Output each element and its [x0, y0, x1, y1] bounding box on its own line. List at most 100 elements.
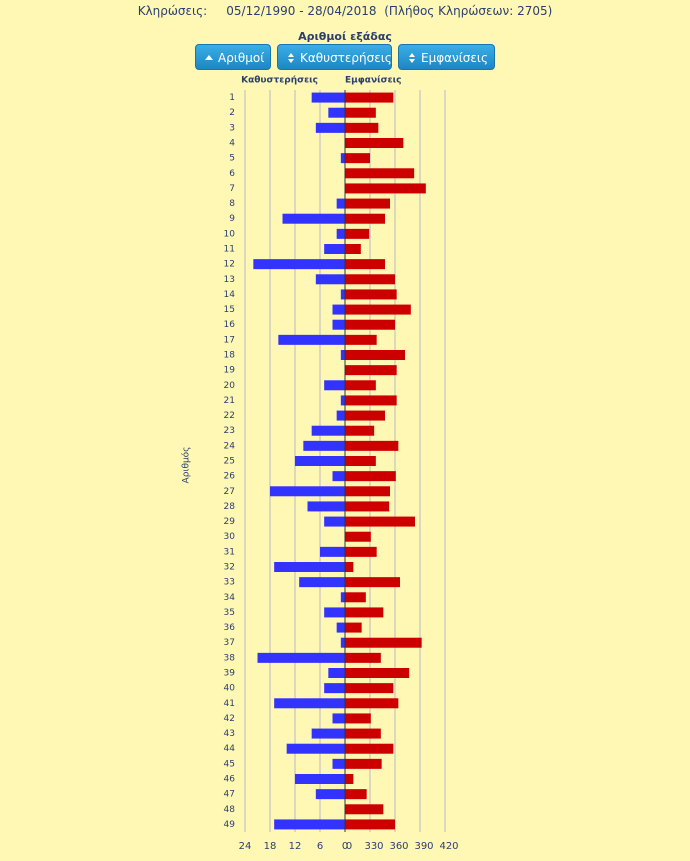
bar: [332, 713, 345, 724]
bar: [345, 774, 354, 784]
bar: [340, 395, 345, 406]
y-tick-label: 16: [224, 320, 236, 330]
bar: [336, 410, 345, 421]
bar: [315, 274, 345, 285]
button-label: Καθυστερήσεις: [300, 51, 392, 65]
bar: [324, 683, 345, 694]
y-tick-label: 32: [224, 563, 235, 573]
bar: [311, 728, 345, 739]
bar: [345, 92, 394, 103]
bar: [340, 153, 345, 164]
bar: [315, 789, 345, 800]
y-tick-label: 25: [224, 457, 235, 467]
bar: [345, 259, 385, 270]
bar: [345, 652, 381, 663]
bar: [303, 440, 345, 451]
bar: [274, 562, 345, 572]
bar: [345, 743, 394, 754]
bar: [345, 334, 377, 345]
bar: [299, 577, 345, 588]
bar: [345, 607, 384, 618]
y-tick-label: 44: [224, 744, 236, 754]
y-tick-label: 34: [224, 593, 236, 603]
bar: [345, 577, 400, 588]
bar: [320, 546, 345, 557]
x-tick-label: 390: [414, 841, 433, 852]
bar: [336, 622, 345, 633]
sort-button[interactable]: Καθυστερήσεις: [277, 44, 392, 70]
y-tick-label: 26: [224, 472, 236, 482]
draw-label: Κληρώσεις:: [137, 4, 208, 18]
bar: [345, 804, 384, 815]
y-tick-label: 36: [224, 623, 236, 633]
y-tick-label: 11: [224, 245, 235, 255]
y-tick-label: 15: [224, 305, 235, 315]
y-tick-label: 1: [229, 93, 235, 103]
y-tick-label: 9: [229, 214, 235, 224]
bar: [345, 138, 404, 148]
bar: [324, 380, 345, 391]
bar: [340, 289, 345, 300]
bar: [311, 425, 345, 436]
chart-title: Αριθμοί εξάδας: [298, 30, 392, 43]
y-tick-label: 10: [224, 229, 236, 239]
y-tick-label: 18: [224, 351, 236, 361]
icon: [288, 53, 294, 63]
draw-info: Κληρώσεις: 05/12/1990 - 28/04/2018 (Πλήθ…: [0, 4, 690, 18]
bar: [345, 168, 415, 179]
y-tick-label: 31: [224, 547, 235, 557]
y-tick-label: 7: [229, 184, 235, 194]
x-tick-label: 0: [346, 841, 352, 852]
bar: [270, 486, 345, 497]
x-tick-label: 18: [264, 841, 277, 852]
y-tick-label: 20: [224, 381, 236, 391]
bar: [345, 758, 382, 769]
bar: [345, 319, 395, 330]
bar: [345, 819, 395, 830]
bar: [345, 365, 397, 376]
bar: [332, 471, 345, 482]
bar: [345, 274, 395, 285]
column-header: Εμφανίσεις: [345, 75, 402, 86]
y-tick-label: 21: [224, 396, 235, 406]
y-tick-label: 14: [224, 290, 236, 300]
y-tick-label: 3: [229, 123, 235, 133]
x-tick-label: 330: [364, 841, 383, 852]
bar: [286, 743, 345, 754]
column-header: Καθυστερήσεις: [241, 76, 318, 86]
bar: [324, 607, 345, 618]
bar: [345, 440, 399, 451]
draw-count: (Πλήθος Κληρώσεων: 2705): [384, 4, 553, 18]
y-tick-label: 41: [224, 699, 235, 709]
bar: [324, 244, 345, 254]
bar: [345, 789, 367, 800]
bar: [345, 622, 362, 633]
bar: [345, 198, 390, 209]
y-tick-label: 12: [224, 260, 235, 270]
bar: [274, 819, 345, 830]
bar: [307, 501, 345, 512]
x-tick-label: 12: [289, 841, 302, 852]
bar: [328, 668, 345, 678]
button-label: Αριθμοί: [218, 51, 265, 65]
bar: [345, 244, 361, 254]
bar: [345, 668, 410, 678]
bar: [345, 592, 366, 603]
sort-button[interactable]: Εμφανίσεις: [398, 44, 495, 70]
x-tick-label: 360: [389, 841, 408, 852]
y-tick-label: 13: [224, 275, 235, 285]
y-tick-label: 29: [224, 517, 236, 527]
icon: [409, 53, 415, 63]
y-tick-label: 38: [224, 653, 236, 663]
sort-button[interactable]: Αριθμοί: [195, 44, 271, 70]
bar: [345, 183, 426, 194]
y-tick-label: 39: [224, 669, 236, 679]
y-tick-label: 17: [224, 335, 235, 345]
bar: [345, 410, 385, 421]
bar: [282, 213, 345, 224]
y-tick-label: 45: [224, 759, 235, 769]
bar: [345, 516, 415, 527]
y-tick-label: 42: [224, 714, 235, 724]
